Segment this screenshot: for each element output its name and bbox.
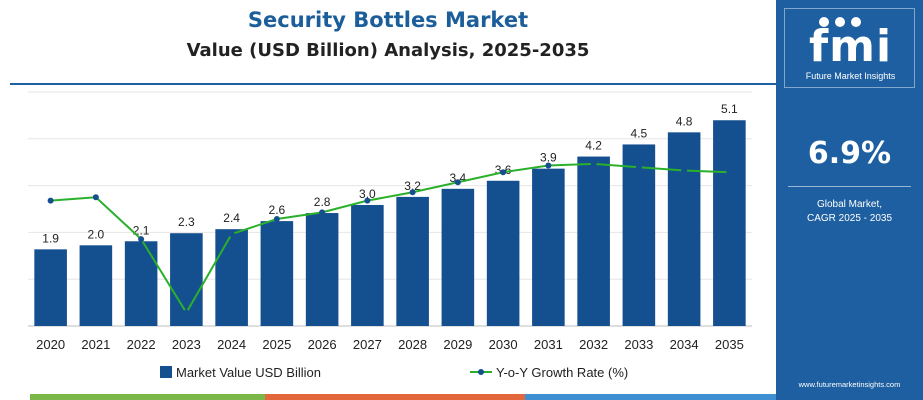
bottom-strip-green [30,394,265,400]
bar-2022 [124,241,158,326]
bar-value-label: 4.5 [631,126,648,140]
chart-svg: 1.92.02.12.32.42.62.83.03.23.43.63.94.24… [10,83,776,380]
bar-2030 [486,180,520,326]
bar-2032 [577,156,610,326]
growth-point-2028 [409,189,416,196]
x-tick-label: 2033 [624,337,653,352]
bar-value-label: 2.8 [314,195,331,209]
cagr-label: Global Market, CAGR 2025 - 2035 [776,198,923,226]
growth-point-2029 [454,179,461,186]
side-divider [788,186,911,187]
logo-text: fmi [808,21,893,72]
growth-point-2033 [635,164,642,171]
bar-value-label: 3.0 [359,187,376,201]
x-tick-label: 2026 [308,337,337,352]
line-layer [47,160,733,316]
x-tick-label: 2035 [715,337,744,352]
bar-value-label: 2.0 [88,227,105,241]
growth-point-2024 [228,231,235,238]
legend-line-label: Y-o-Y Growth Rate (%) [496,365,628,380]
bar-2028 [396,196,429,326]
legend-bar-label: Market Value USD Billion [176,365,321,380]
growth-point-2035 [726,169,733,176]
bar-2026 [305,213,339,326]
bar-2031 [532,168,565,326]
growth-point-2034 [681,167,688,174]
growth-point-2022 [138,236,145,243]
bar-value-label: 5.1 [721,102,738,116]
growth-point-2026 [319,209,326,216]
bottom-strip-blue [525,394,776,400]
bar-value-label: 3.2 [404,179,421,193]
bar-2033 [622,144,656,326]
bar-label-layer: 1.92.02.12.32.42.62.83.03.23.43.63.94.24… [42,102,738,245]
legend: Market Value USD Billion Y-o-Y Growth Ra… [160,365,628,380]
x-tick-label: 2024 [217,337,246,352]
bar-2027 [351,204,384,326]
x-tick-label: 2032 [579,337,608,352]
bar-2035 [713,120,746,326]
x-tick-label: 2028 [398,337,427,352]
chart-title: Security Bottles Market [247,8,529,32]
logo-dots-icon [819,14,881,27]
bar-value-label: 1.9 [42,231,59,245]
side-panel: fmi Future Market Insights 6.9% Global M… [776,0,923,400]
website-link[interactable]: www.futuremarketinsights.com [798,380,901,389]
x-tick-label: 2031 [534,337,563,352]
growth-point-2032 [590,160,597,167]
x-tick-label: 2030 [489,337,518,352]
x-tick-label: 2027 [353,337,382,352]
legend-line-marker [478,369,484,375]
bar-2029 [441,188,475,326]
bar-value-label: 3.9 [540,151,557,165]
bar-layer [34,120,746,326]
growth-point-2025 [273,216,280,223]
x-tick-label: 2025 [262,337,291,352]
legend-bar-swatch [160,366,172,378]
cagr-label-line2: CAGR 2025 - 2035 [806,213,893,224]
growth-point-2031 [545,162,552,169]
bar-value-label: 2.4 [223,211,240,225]
chart-area: Security Bottles Market Value (USD Billi… [10,8,776,400]
bar-value-label: 2.1 [133,223,150,237]
brand-logo: fmi Future Market Insights [784,8,915,88]
bar-value-label: 4.2 [585,139,602,153]
bar-value-label: 2.3 [178,215,195,229]
x-tick-label: 2023 [172,337,201,352]
growth-point-2021 [92,194,99,201]
x-tick-label: 2020 [36,337,65,352]
bar-2034 [667,132,701,326]
bar-2021 [79,245,113,326]
bar-value-label: 4.8 [676,114,693,128]
logo-tagline: Future Market Insights [805,71,896,81]
bar-2020 [34,249,67,326]
chart-subtitle: Value (USD Billion) Analysis, 2025-2035 [186,40,590,61]
cagr-label-line1: Global Market, [816,199,883,210]
x-tick-label: 2021 [81,337,110,352]
bar-value-label: 2.6 [269,203,286,217]
bar-2025 [260,221,294,326]
bar-2024 [215,229,248,326]
growth-point-2030 [500,169,507,176]
growth-point-2023 [183,309,190,316]
x-tick-label: 2022 [127,337,156,352]
growth-line [50,162,730,315]
cagr-value: 6.9% [807,136,892,171]
x-tick-label: 2029 [443,337,472,352]
x-tick-label: 2034 [670,337,699,352]
growth-point-2027 [364,197,371,204]
tick-layer: 2020 2021 2022 2023 2024 2025 2026 2027 2028 2029… [36,337,744,352]
growth-point-2020 [47,197,54,204]
bottom-strip-orange [265,394,525,400]
